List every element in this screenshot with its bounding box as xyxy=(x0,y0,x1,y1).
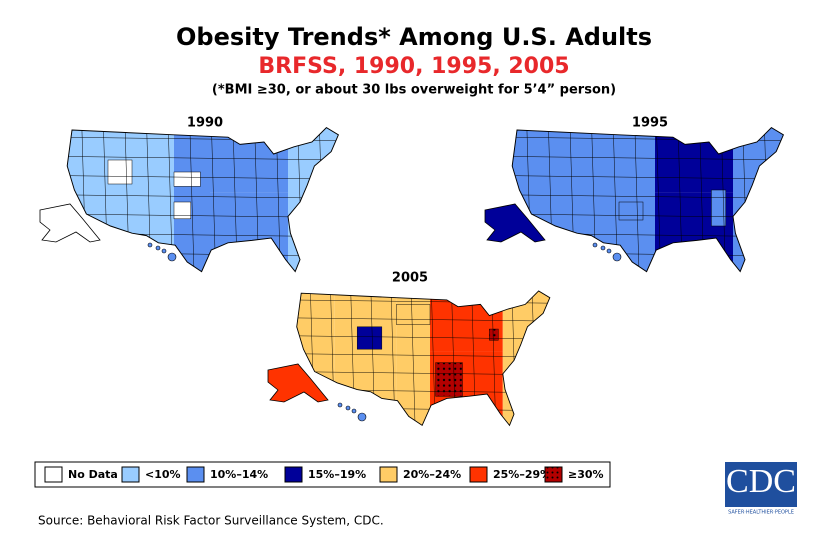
legend-swatch xyxy=(544,466,563,483)
legend-label: <10% xyxy=(145,468,181,481)
region xyxy=(173,171,201,187)
legend-label: 20%–24% xyxy=(403,468,461,481)
map-label: 1990 xyxy=(187,116,223,131)
alaska xyxy=(267,363,329,403)
map-label: 1995 xyxy=(632,116,668,131)
source: Source: Behavioral Risk Factor Surveilla… xyxy=(38,514,384,528)
alaska xyxy=(39,203,101,243)
state-border xyxy=(296,353,550,358)
state-border xyxy=(341,118,346,286)
legend-swatch xyxy=(44,466,63,483)
state-border xyxy=(290,282,294,439)
note: (*BMI ≥30, or about 30 lbs overweight fo… xyxy=(212,83,616,98)
hawaii xyxy=(592,242,598,248)
region xyxy=(553,127,619,272)
region xyxy=(396,304,431,325)
logo-text: CDC xyxy=(726,463,796,500)
hawaii xyxy=(600,245,606,251)
state-border xyxy=(60,118,65,286)
region xyxy=(108,127,174,272)
hawaii xyxy=(357,412,367,422)
legend-swatch xyxy=(121,466,140,483)
region xyxy=(733,127,784,272)
region xyxy=(502,290,550,426)
legend: No Data <10% 10%–14% 15%–19% 20%–24% 25%–29% ≥… xyxy=(44,466,604,483)
region xyxy=(430,290,503,352)
state-border xyxy=(512,271,784,272)
state-border xyxy=(786,118,791,286)
us-outline xyxy=(66,126,340,273)
map-label: 2005 xyxy=(392,271,428,286)
us-map xyxy=(505,118,791,286)
legend-swatch xyxy=(284,466,303,483)
logo-box xyxy=(725,462,797,507)
legend-label: 15%–19% xyxy=(308,468,366,481)
state-border xyxy=(505,118,510,286)
legend-swatch xyxy=(379,466,398,483)
us-outline xyxy=(511,126,785,273)
logo-tagline: SAFER·HEALTHIER·PEOPLE xyxy=(728,510,794,516)
alaska xyxy=(484,203,546,243)
hawaii xyxy=(147,242,153,248)
state-border xyxy=(512,156,784,161)
region xyxy=(173,201,192,220)
state-border xyxy=(296,425,550,426)
state-border xyxy=(296,317,550,322)
state-border xyxy=(512,194,784,199)
us-map xyxy=(60,118,346,286)
state-border xyxy=(512,175,784,180)
hawaii xyxy=(337,402,343,408)
state-border xyxy=(189,127,195,272)
state-border xyxy=(67,194,339,199)
maps: 1990 1995 2005 xyxy=(39,116,791,439)
legend-label: 10%–14% xyxy=(210,468,268,481)
legend-label: ≥30% xyxy=(568,468,604,481)
state-border xyxy=(67,175,339,180)
title: Obesity Trends* Among U.S. Adults xyxy=(176,23,652,51)
hawaii xyxy=(167,252,177,262)
legend-label: No Data xyxy=(68,468,118,481)
hawaii xyxy=(606,248,612,254)
hawaii xyxy=(155,245,161,251)
state-border xyxy=(634,127,640,272)
us-outline xyxy=(296,290,551,427)
state-border xyxy=(67,156,339,161)
state-border xyxy=(296,335,550,340)
legend-swatch xyxy=(469,466,488,483)
region xyxy=(288,127,339,272)
hawaii xyxy=(351,408,357,414)
state-border xyxy=(410,290,416,426)
state-border xyxy=(67,271,339,272)
region xyxy=(618,201,644,221)
region xyxy=(489,328,499,341)
region xyxy=(107,159,133,185)
hawaii xyxy=(345,405,351,411)
us-map xyxy=(290,282,556,439)
legend-swatch xyxy=(186,466,205,483)
region xyxy=(356,326,383,350)
state-border xyxy=(552,282,556,439)
legend-label: 25%–29% xyxy=(493,468,551,481)
region xyxy=(435,362,463,397)
hawaii xyxy=(161,248,167,254)
hawaii xyxy=(612,252,622,262)
subtitle: BRFSS, 1990, 1995, 2005 xyxy=(258,54,569,79)
region xyxy=(711,189,727,227)
